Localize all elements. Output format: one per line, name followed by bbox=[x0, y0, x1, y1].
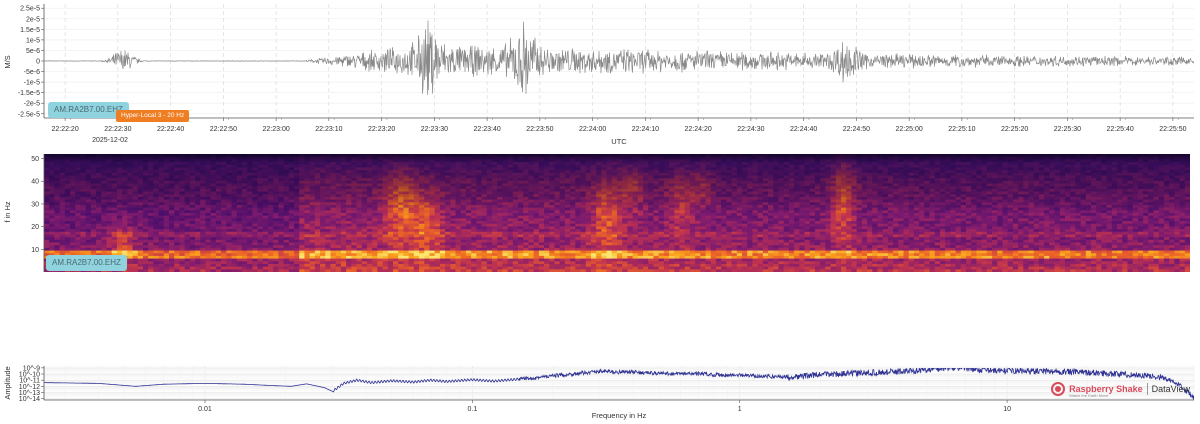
seismogram-y-tick-label: -2.5e-5 bbox=[18, 111, 40, 118]
seismogram-trace bbox=[44, 20, 1194, 96]
seismogram-x-tick-label: 22:22:50 bbox=[210, 126, 237, 133]
seismogram-x-tick-label: 22:22:20 bbox=[51, 126, 78, 133]
seismogram-panel: 2.5e-5 2e-5 1.5e-5 1e-5 5e-6 0 -5e-6 -1e-5 -1.5e… bbox=[3, 4, 1194, 146]
seismogram-x-tick-label: 22:23:10 bbox=[315, 126, 342, 133]
seismogram-x-tick-label: 22:23:40 bbox=[473, 126, 500, 133]
seismogram-x-tick-label: 22:23:20 bbox=[368, 126, 395, 133]
seismogram-x-tick-label: 22:23:00 bbox=[262, 126, 289, 133]
seismogram-x-tick-label: 22:24:40 bbox=[790, 126, 817, 133]
seismogram-x-tick-label: 22:24:10 bbox=[632, 126, 659, 133]
seismogram-y-tick-label: -5e-6 bbox=[24, 69, 40, 76]
seismogram-x-ticks: 22:22:20 22:22:30 22:22:40 22:22:50 22:23:00… bbox=[51, 118, 1187, 133]
seismogram-y-tick-label: 2.5e-5 bbox=[20, 6, 40, 13]
seismogram-y-tick-label: -2e-5 bbox=[24, 101, 40, 108]
seismogram-x-tick-label: 22:25:00 bbox=[896, 126, 923, 133]
seismogram-y-tick-label: 0 bbox=[36, 59, 40, 66]
seismogram-x-tick-label: 22:25:30 bbox=[1054, 126, 1081, 133]
seismogram-date-label: 2025-12-02 bbox=[92, 137, 128, 144]
seismogram-x-tick-label: 22:25:10 bbox=[948, 126, 975, 133]
seismogram-x-tick-label: 22:24:30 bbox=[737, 126, 764, 133]
seismogram-y-tick-label: 5e-6 bbox=[26, 48, 40, 55]
seismogram-y-label: M/S bbox=[3, 55, 12, 68]
seismogram-x-tick-label: 22:25:50 bbox=[1159, 126, 1186, 133]
seismogram-x-tick-label: 22:22:40 bbox=[157, 126, 184, 133]
seismogram-x-tick-label: 22:25:20 bbox=[1001, 126, 1028, 133]
seismogram-x-tick-label: 22:22:30 bbox=[104, 126, 131, 133]
seismogram-y-tick-label: 1e-5 bbox=[26, 37, 40, 44]
seismogram-x-tick-label: 22:23:50 bbox=[526, 126, 553, 133]
seismogram-x-tick-label: 22:24:20 bbox=[685, 126, 712, 133]
seismogram-y-tick-label: -1e-5 bbox=[24, 80, 40, 87]
seismogram-x-tick-label: 22:25:40 bbox=[1107, 126, 1134, 133]
seismogram-x-tick-label: 22:23:30 bbox=[421, 126, 448, 133]
seismogram-y-ticks: 2.5e-5 2e-5 1.5e-5 1e-5 5e-6 0 -5e-6 -1e-5 -1.5e… bbox=[18, 6, 44, 118]
seismogram-x-label: UTC bbox=[611, 137, 627, 146]
seismogram-y-tick-label: 1.5e-5 bbox=[20, 27, 40, 34]
seismogram-y-tick-label: 2e-5 bbox=[26, 16, 40, 23]
seismogram-x-tick-label: 22:24:50 bbox=[843, 126, 870, 133]
seismogram-y-tick-label: -1.5e-5 bbox=[18, 90, 40, 97]
seismogram-x-tick-label: 22:24:00 bbox=[579, 126, 606, 133]
